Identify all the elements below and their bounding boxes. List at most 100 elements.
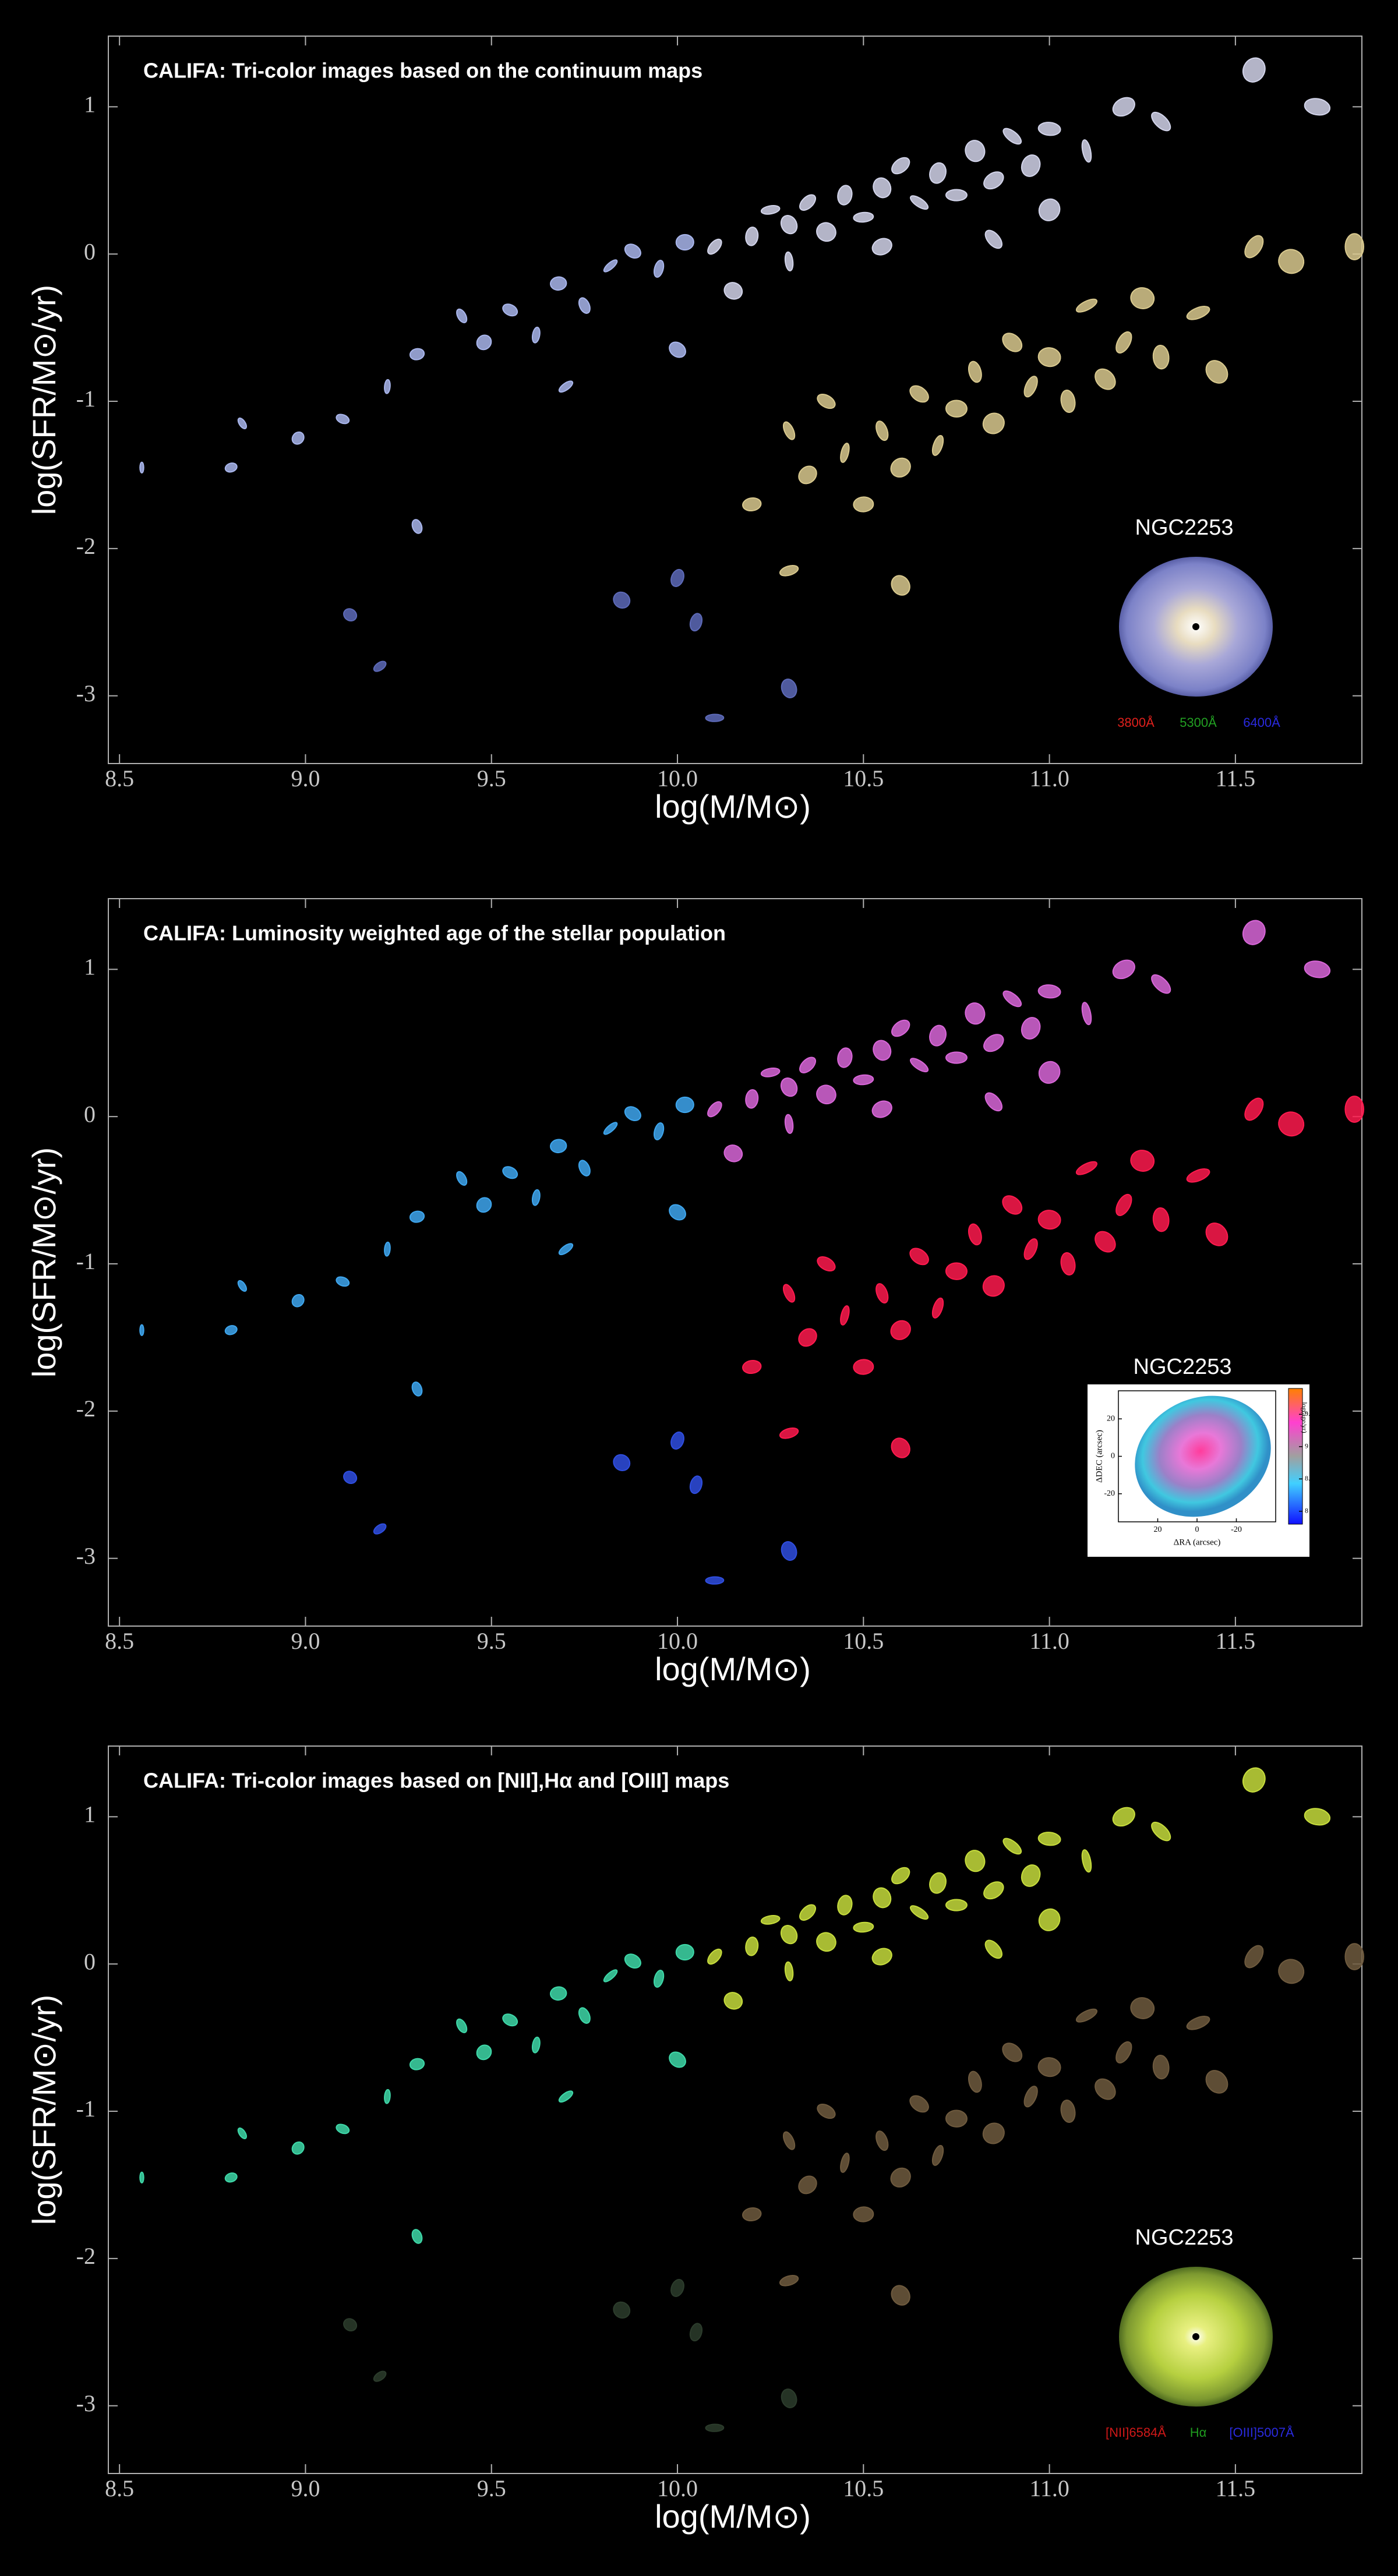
- galaxy-point: [502, 303, 518, 317]
- galaxy-point: [336, 414, 350, 425]
- galaxy-point: [965, 1850, 986, 1872]
- galaxy-point: [1037, 347, 1061, 368]
- y-tick-label: 1: [84, 954, 96, 980]
- galaxy-point: [837, 1895, 853, 1916]
- galaxy-point: [456, 308, 468, 323]
- galaxy-point: [139, 1324, 144, 1337]
- galaxy-point: [723, 1144, 743, 1162]
- galaxy-point: [411, 519, 423, 534]
- y-tick-label: -3: [76, 1543, 96, 1569]
- galaxy-point: [984, 229, 1003, 249]
- panel: CALIFA: Tri-color images based on the co…: [26, 36, 1365, 825]
- galaxy-point: [929, 162, 947, 184]
- galaxy-point: [558, 380, 574, 393]
- panel-title: CALIFA: Tri-color images based on [NII],…: [143, 1769, 729, 1793]
- galaxy-point: [1060, 2100, 1076, 2123]
- x-tick-label: 10.5: [843, 2475, 884, 2501]
- galaxy-point: [817, 393, 836, 409]
- galaxy-point: [890, 2167, 911, 2188]
- galaxy-point: [456, 1171, 468, 1186]
- galaxy-point: [1002, 128, 1022, 145]
- y-tick-label: -2: [76, 2243, 96, 2269]
- galaxy-point: [873, 177, 892, 199]
- galaxy-point: [613, 591, 631, 609]
- galaxy-point: [875, 2130, 889, 2151]
- galaxy-point: [1186, 1168, 1210, 1183]
- galaxy-point: [982, 2122, 1005, 2144]
- x-tick-label: 8.5: [105, 765, 134, 791]
- galaxy-point: [931, 2144, 944, 2166]
- galaxy-point: [1023, 1238, 1038, 1260]
- galaxy-point: [476, 2044, 492, 2061]
- galaxy-point: [784, 1961, 794, 1981]
- galaxy-point: [707, 1948, 722, 1965]
- galaxy-point: [799, 1904, 816, 1921]
- galaxy-point: [1037, 984, 1061, 999]
- galaxy-point: [875, 1283, 889, 1304]
- galaxy-point: [1278, 249, 1305, 274]
- x-tick-label: 9.5: [477, 1628, 506, 1654]
- galaxy-point: [558, 2090, 574, 2103]
- x-tick-label: 10.5: [843, 765, 884, 791]
- inset-label: NGC2253: [1135, 2225, 1234, 2250]
- galaxy-point: [291, 431, 305, 445]
- inset-nucleus: [1192, 2333, 1199, 2340]
- x-tick-label: 9.5: [477, 2475, 506, 2501]
- y-tick-label: -3: [76, 680, 96, 706]
- galaxy-point: [781, 1541, 797, 1561]
- galaxy-point: [798, 2175, 817, 2195]
- galaxy-point: [875, 421, 889, 441]
- panel-title: CALIFA: Tri-color images based on the co…: [143, 59, 702, 83]
- y-tick-label: 0: [84, 238, 96, 264]
- galaxy-point: [373, 2370, 387, 2382]
- galaxy-point: [1037, 122, 1061, 136]
- inset-label: NGC2253: [1134, 1355, 1232, 1379]
- galaxy-point: [817, 1256, 836, 1272]
- galaxy-point: [1038, 1061, 1061, 1084]
- galaxy-point: [476, 334, 492, 351]
- galaxy-point: [603, 1969, 618, 1983]
- galaxy-point: [816, 222, 836, 242]
- galaxy-point: [982, 1275, 1005, 1297]
- galaxy-point: [1115, 2041, 1132, 2063]
- y-tick-label: 0: [84, 1948, 96, 1974]
- galaxy-point: [139, 461, 144, 474]
- galaxy-point: [707, 238, 722, 255]
- galaxy-point: [837, 1047, 853, 1068]
- galaxy-point: [931, 1297, 944, 1319]
- galaxy-point: [689, 1475, 703, 1494]
- galaxy-point: [531, 326, 541, 344]
- galaxy-point: [502, 1166, 518, 1179]
- galaxy-point: [409, 1210, 425, 1223]
- galaxy-point: [816, 1932, 836, 1952]
- galaxy-point: [531, 2036, 541, 2054]
- galaxy-point: [384, 1241, 391, 1257]
- inset-x-tick-label: 0: [1195, 1525, 1199, 1534]
- galaxy-point: [1205, 1222, 1228, 1246]
- galaxy-point: [343, 608, 358, 622]
- galaxy-point: [1095, 2078, 1116, 2100]
- inset-band-label: 3800Å: [1117, 715, 1155, 730]
- galaxy-point: [1081, 1002, 1092, 1026]
- galaxy-point: [343, 1471, 358, 1485]
- x-tick-label: 10.0: [657, 2475, 698, 2501]
- galaxy-point: [784, 251, 794, 271]
- y-tick-label: 1: [84, 1801, 96, 1828]
- galaxy-point: [798, 1328, 817, 1347]
- galaxy-point: [336, 1276, 350, 1287]
- galaxy-point: [965, 140, 986, 162]
- galaxy-point: [760, 1068, 781, 1077]
- galaxy-point: [837, 185, 853, 206]
- y-tick-label: -2: [76, 1395, 96, 1422]
- galaxy-point: [476, 1197, 492, 1213]
- galaxy-point: [965, 1002, 986, 1025]
- galaxy-point: [853, 2206, 874, 2222]
- galaxy-point: [873, 1040, 892, 1061]
- galaxy-point: [549, 1139, 567, 1154]
- galaxy-point: [742, 497, 762, 512]
- galaxy-point: [799, 194, 816, 211]
- galaxy-point: [343, 2318, 358, 2332]
- galaxy-point: [853, 1921, 874, 1933]
- x-tick-label: 8.5: [105, 2475, 134, 2501]
